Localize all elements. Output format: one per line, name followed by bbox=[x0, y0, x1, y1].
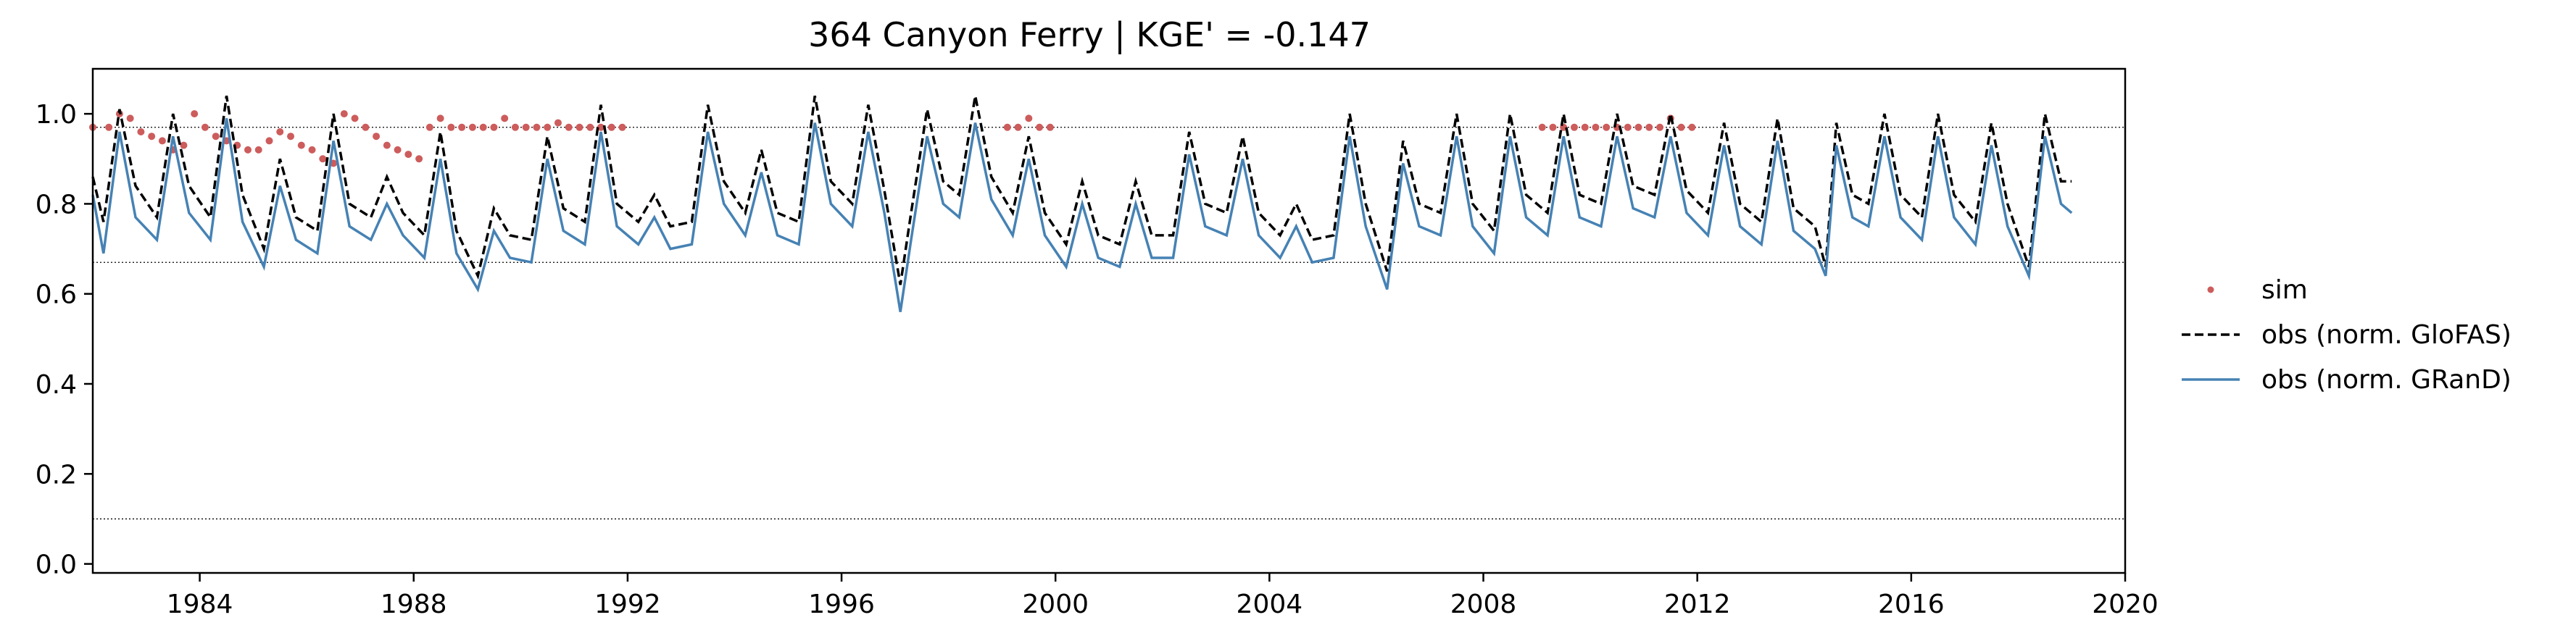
sim-point bbox=[126, 114, 134, 122]
x-tick-label: 1984 bbox=[167, 590, 233, 619]
sim-point bbox=[137, 128, 145, 135]
sim-point bbox=[511, 123, 519, 131]
sim-point bbox=[544, 123, 552, 131]
sim-point bbox=[1014, 123, 1022, 131]
sim-point bbox=[158, 137, 166, 145]
sim-point bbox=[1046, 123, 1054, 131]
series-sim bbox=[89, 110, 1696, 167]
sim-point bbox=[191, 110, 199, 118]
plot-area bbox=[89, 95, 2125, 520]
x-tick-label: 1996 bbox=[808, 590, 875, 619]
sim-point bbox=[501, 114, 509, 122]
sim-point bbox=[1003, 123, 1011, 131]
sim-point bbox=[554, 119, 562, 127]
series-line-obs-glofas bbox=[91, 95, 2072, 285]
sim-point bbox=[1592, 123, 1600, 131]
sim-point bbox=[447, 123, 455, 131]
sim-point bbox=[607, 123, 615, 131]
sim-point bbox=[287, 133, 295, 141]
sim-point bbox=[490, 123, 498, 131]
sim-point bbox=[394, 146, 402, 154]
legend-label: obs (norm. GRanD) bbox=[2261, 365, 2511, 395]
plot-frame bbox=[91, 67, 2127, 574]
series-line-obs-grand bbox=[91, 118, 2073, 312]
y-tick-label: 0.0 bbox=[36, 550, 77, 580]
sim-point bbox=[1538, 123, 1546, 131]
sim-point bbox=[533, 123, 541, 131]
sim-point bbox=[254, 146, 262, 154]
x-axis: 1984 1988 1992 1996 2000 2004 2008 2012 2016 2020 bbox=[167, 573, 2159, 619]
sim-point bbox=[340, 110, 348, 118]
sim-point bbox=[383, 141, 391, 149]
sim-point bbox=[458, 123, 466, 131]
sim-point bbox=[468, 123, 476, 131]
sim-point bbox=[276, 128, 284, 135]
x-tick-label: 1988 bbox=[381, 590, 447, 619]
sim-point bbox=[362, 123, 370, 131]
sim-point bbox=[1581, 123, 1589, 131]
legend-label: sim bbox=[2261, 275, 2308, 305]
y-tick-label: 0.6 bbox=[36, 280, 77, 310]
sim-point bbox=[201, 123, 209, 131]
y-tick-label: 0.2 bbox=[36, 460, 77, 490]
sim-point bbox=[373, 133, 381, 141]
sim-point bbox=[297, 141, 305, 149]
y-tick-label: 0.8 bbox=[36, 190, 77, 219]
sim-point bbox=[212, 133, 220, 141]
sim-point bbox=[1656, 123, 1664, 131]
sim-point bbox=[265, 137, 273, 145]
sim-point bbox=[1036, 123, 1044, 131]
sim-point bbox=[308, 146, 316, 154]
sim-point bbox=[1634, 123, 1642, 131]
sim-point bbox=[576, 123, 583, 131]
sim-point bbox=[479, 123, 487, 131]
y-tick-label: 1.0 bbox=[36, 100, 77, 130]
legend-label: obs (norm. GloFAS) bbox=[2261, 320, 2511, 350]
sim-point bbox=[148, 133, 156, 141]
x-tick-label: 2004 bbox=[1237, 590, 1303, 619]
sim-point bbox=[522, 123, 530, 131]
sim-point bbox=[244, 146, 252, 154]
legend-marker-sim bbox=[2207, 286, 2214, 293]
y-tick-label: 0.4 bbox=[36, 370, 77, 400]
sim-point bbox=[1688, 123, 1696, 131]
sim-point bbox=[351, 114, 359, 122]
sim-point bbox=[1549, 123, 1557, 131]
y-axis: 0.0 0.2 0.4 0.6 0.8 1.0 bbox=[36, 100, 93, 580]
sim-point bbox=[1624, 123, 1632, 131]
sim-point bbox=[1677, 123, 1685, 131]
sim-point bbox=[425, 123, 433, 131]
x-tick-label: 1992 bbox=[594, 590, 661, 619]
sim-point bbox=[565, 123, 573, 131]
sim-point bbox=[1570, 123, 1578, 131]
sim-point bbox=[586, 123, 594, 131]
sim-point bbox=[597, 123, 604, 131]
legend: sim obs (norm. GloFAS) obs (norm. GRanD) bbox=[2182, 275, 2511, 395]
sim-point bbox=[1645, 123, 1653, 131]
sim-point bbox=[1025, 114, 1033, 122]
x-tick-label: 2000 bbox=[1022, 590, 1089, 619]
sim-point bbox=[618, 123, 626, 131]
sim-point bbox=[180, 141, 188, 149]
sim-point bbox=[404, 151, 412, 159]
sim-point bbox=[319, 155, 327, 163]
sim-point bbox=[436, 114, 444, 122]
x-tick-label: 2012 bbox=[1664, 590, 1731, 619]
x-tick-label: 2020 bbox=[2092, 590, 2159, 619]
chart-title: 364 Canyon Ferry | KGE' = -0.147 bbox=[808, 15, 1371, 55]
sim-point bbox=[105, 123, 113, 131]
sim-point bbox=[415, 155, 423, 163]
x-tick-label: 2008 bbox=[1450, 590, 1517, 619]
sim-point bbox=[1603, 123, 1611, 131]
x-tick-label: 2016 bbox=[1878, 590, 1945, 619]
